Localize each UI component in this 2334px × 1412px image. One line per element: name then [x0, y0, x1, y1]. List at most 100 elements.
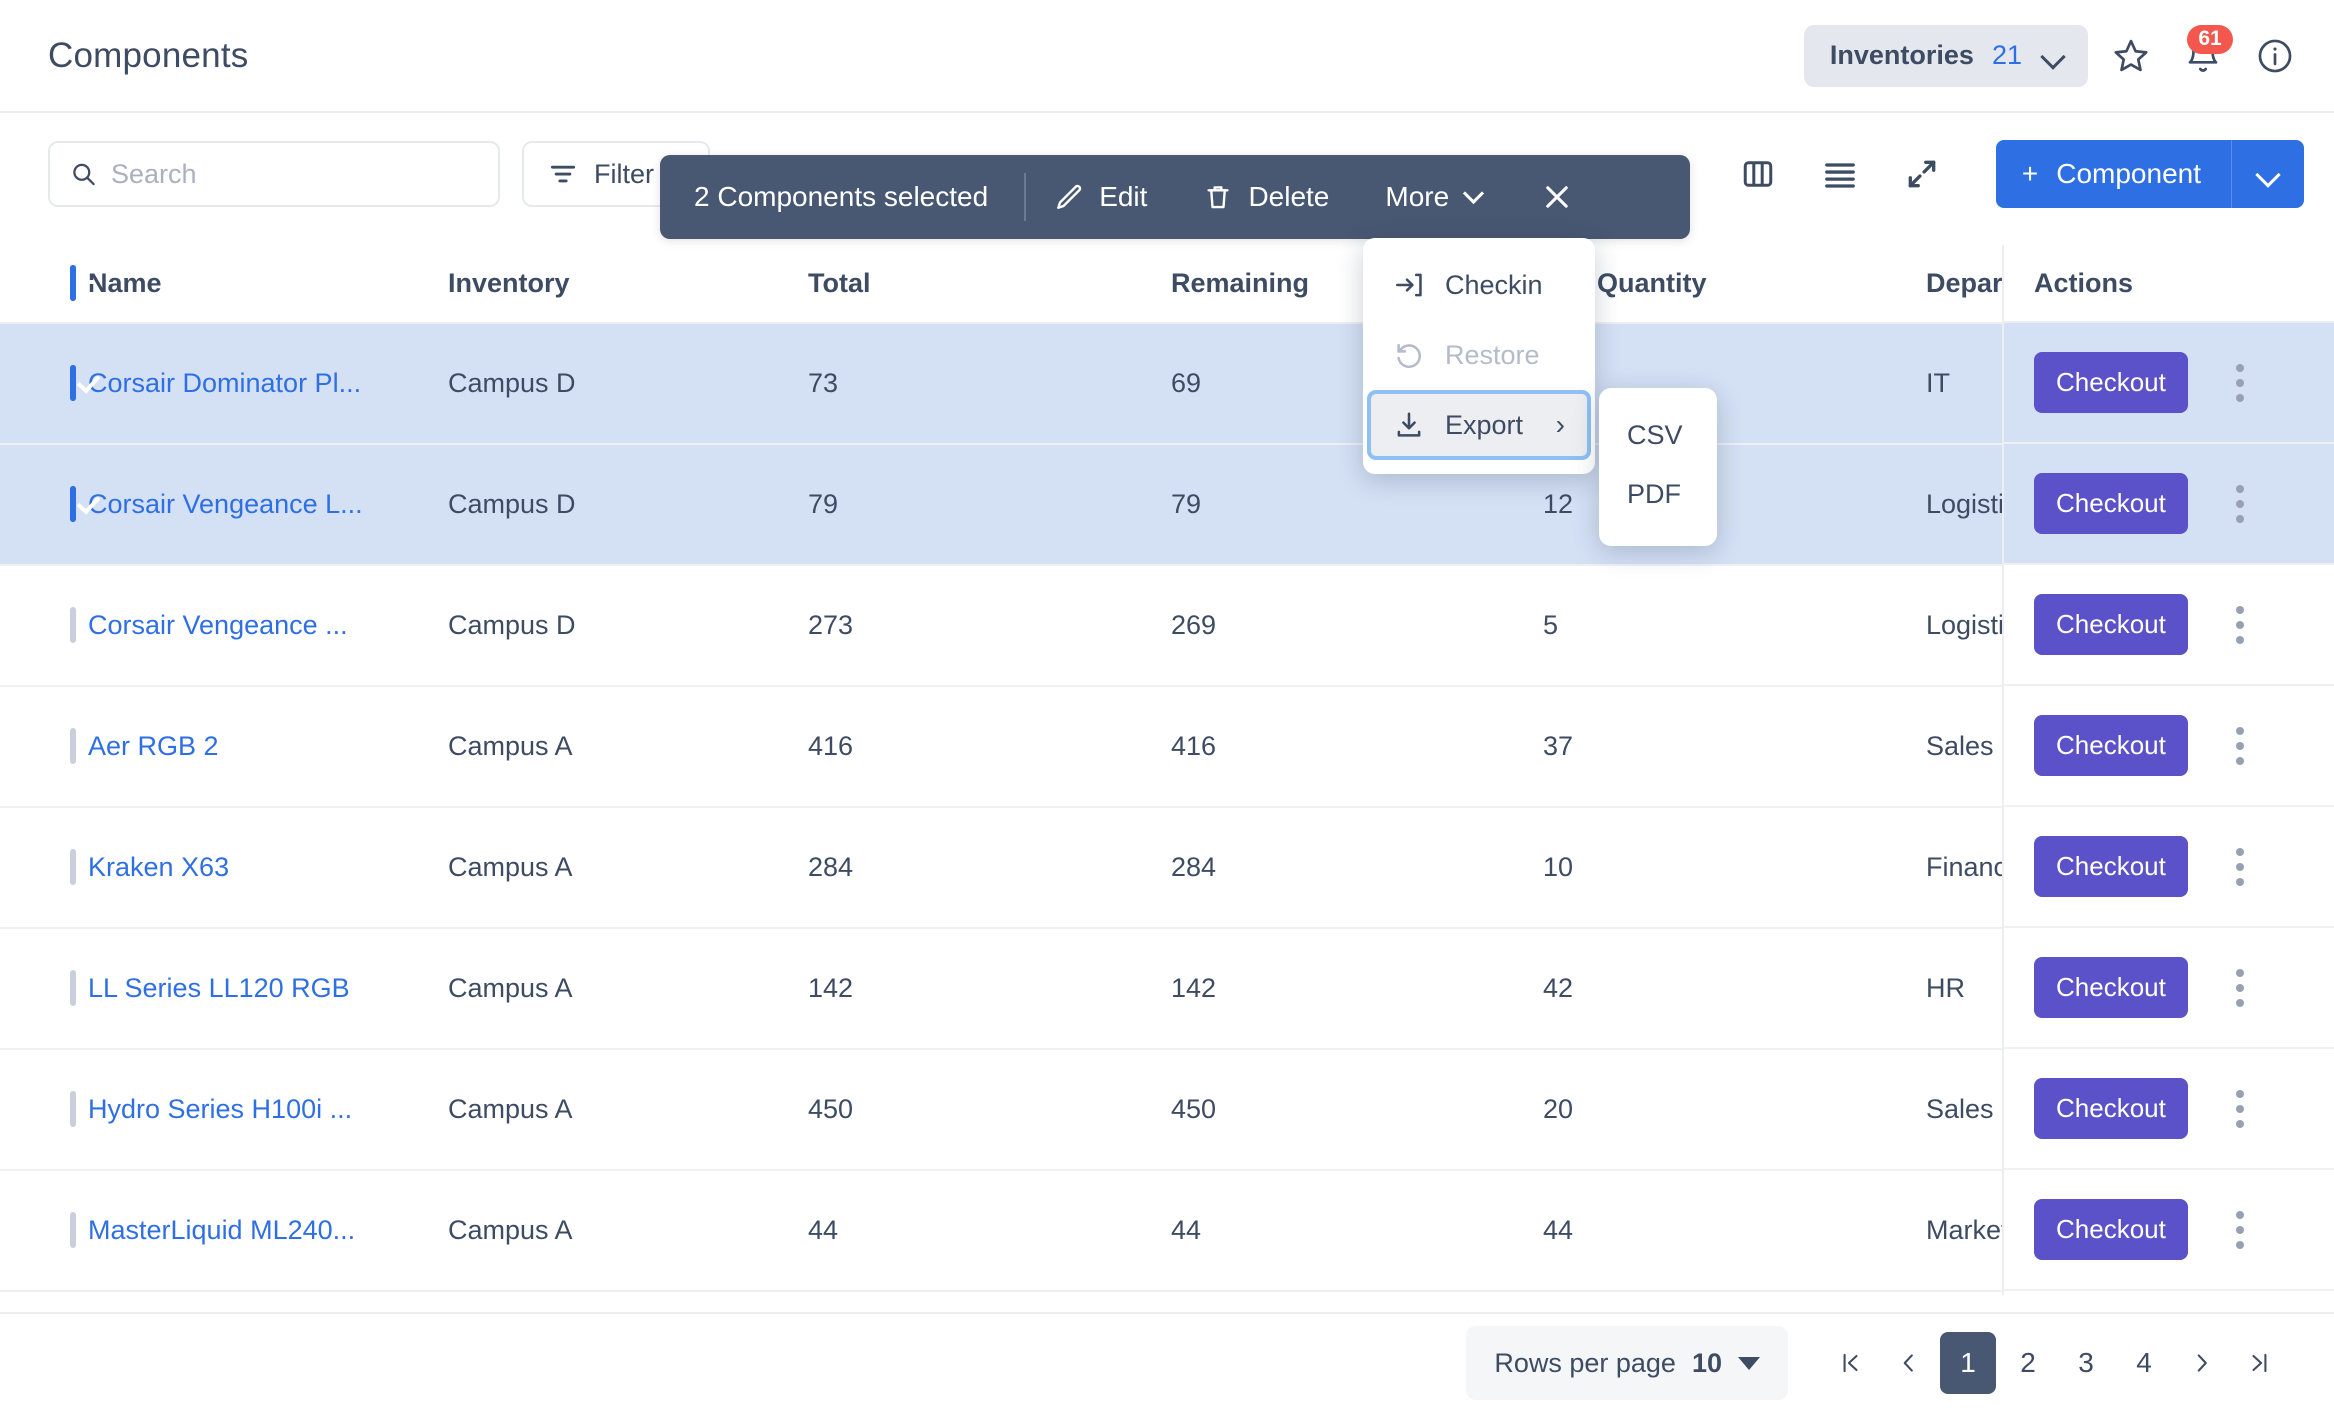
checkout-button[interactable]: Checkout: [2034, 957, 2188, 1018]
kebab-menu-icon[interactable]: [2235, 363, 2244, 402]
column-header-name[interactable]: Name: [88, 245, 448, 324]
component-name-link[interactable]: Corsair Vengeance ...: [88, 610, 348, 640]
cell-inventory: Campus D: [448, 323, 808, 445]
row-select-cell: [0, 323, 88, 445]
checkin-arrow-icon: [1396, 273, 1422, 297]
search-input[interactable]: [110, 158, 478, 190]
kebab-menu-icon[interactable]: [2235, 1089, 2244, 1128]
row-checkbox[interactable]: [70, 486, 76, 522]
kebab-menu-icon[interactable]: [2235, 726, 2244, 765]
component-name-link[interactable]: Aer RGB 2: [88, 731, 219, 761]
table-row[interactable]: Corsair Vengeance L... Campus D 79 79 12 Logi…: [0, 444, 2334, 566]
row-checkbox[interactable]: [70, 1212, 76, 1248]
component-name-link[interactable]: Kraken X63: [88, 852, 230, 882]
search-box[interactable]: [48, 141, 500, 207]
first-page-button[interactable]: [1824, 1332, 1876, 1394]
table-header-row: Name Inventory Total Remaining Min Quant…: [0, 245, 2334, 324]
page-number-button[interactable]: 4: [2136, 1347, 2152, 1378]
menu-item-export[interactable]: Export ›: [1367, 390, 1591, 460]
bulk-delete-button[interactable]: Delete: [1175, 155, 1357, 239]
table-row[interactable]: MasterLiquid ML240... Campus A 44 44 44 Marke…: [0, 1170, 2334, 1292]
checkout-button[interactable]: Checkout: [2034, 715, 2188, 776]
cell-total: 273: [808, 565, 1171, 687]
component-name-link[interactable]: Hydro Series H100i ...: [88, 1094, 353, 1124]
list-density-icon[interactable]: [1814, 148, 1866, 200]
department-value: IT: [1926, 368, 1950, 398]
kebab-menu-icon[interactable]: [2235, 968, 2244, 1007]
component-name-link[interactable]: Corsair Dominator Pl...: [88, 368, 362, 398]
kebab-menu-icon[interactable]: [2235, 1210, 2244, 1249]
table-row[interactable]: LL Series LL120 RGB Campus A 142 142 42 HR: [0, 928, 2334, 1050]
bulk-more-button[interactable]: More: [1357, 155, 1517, 239]
filter-icon: [550, 165, 576, 183]
export-pdf-item[interactable]: PDF: [1627, 479, 1681, 509]
checkout-button[interactable]: Checkout: [2034, 1199, 2188, 1260]
cell-name: Kraken X63: [88, 807, 448, 929]
select-all-checkbox[interactable]: [70, 265, 76, 301]
actions-cell: Checkout: [2004, 323, 2334, 444]
component-name-link[interactable]: MasterLiquid ML240...: [88, 1215, 356, 1245]
add-component-button[interactable]: + Component: [1995, 140, 2232, 208]
table-row[interactable]: Kraken X63 Campus A 284 284 10 Finance: [0, 807, 2334, 929]
page-number-button[interactable]: 1: [1940, 1332, 1996, 1394]
cell-name: LL Series LL120 RGB: [88, 928, 448, 1050]
last-page-button[interactable]: [2234, 1332, 2286, 1394]
inventories-selector[interactable]: Inventories 21: [1803, 24, 2088, 87]
star-icon[interactable]: [2102, 27, 2160, 85]
kebab-menu-icon[interactable]: [2235, 847, 2244, 886]
table-row[interactable]: Corsair Dominator Pl...Campus D736913IT: [0, 323, 2334, 445]
row-select-cell: [0, 1170, 88, 1292]
row-checkbox[interactable]: [70, 849, 76, 885]
component-name-link[interactable]: Corsair Vengeance L...: [88, 489, 363, 519]
row-select-cell: [0, 928, 88, 1050]
checkout-button[interactable]: Checkout: [2034, 1078, 2188, 1139]
export-csv-item[interactable]: CSV: [1627, 420, 1683, 450]
cell-total: 44: [808, 1170, 1171, 1292]
inventories-label: Inventories: [1829, 40, 1974, 70]
next-page-button[interactable]: [2176, 1332, 2228, 1394]
checkout-button[interactable]: Checkout: [2034, 473, 2188, 534]
column-header-total[interactable]: Total: [808, 245, 1171, 324]
cell-min-quantity: 37: [1543, 686, 1926, 808]
checkout-button[interactable]: Checkout: [2034, 352, 2188, 413]
export-submenu: CSV PDF: [1599, 388, 1717, 546]
column-header-min-quantity[interactable]: Min Quantity: [1543, 245, 1926, 324]
row-checkbox[interactable]: [70, 728, 76, 764]
component-name-link[interactable]: LL Series LL120 RGB: [88, 973, 350, 1003]
cell-name: Corsair Vengeance L...: [88, 444, 448, 566]
cell-total: 284: [808, 807, 1171, 929]
checkout-button[interactable]: Checkout: [2034, 836, 2188, 897]
page-number-button[interactable]: 2: [2020, 1347, 2036, 1378]
add-component-caret-button[interactable]: [2232, 140, 2304, 208]
row-checkbox[interactable]: [70, 365, 76, 401]
row-checkbox[interactable]: [70, 970, 76, 1006]
notifications-button[interactable]: 61: [2174, 24, 2233, 85]
actions-cell: Checkout: [2004, 1170, 2334, 1291]
cell-remaining: 269: [1171, 565, 1543, 687]
row-checkbox[interactable]: [70, 607, 76, 643]
table-row[interactable]: Corsair Vengeance ... Campus D 273 269 5 Logi…: [0, 565, 2334, 687]
trash-icon: [1207, 186, 1229, 209]
column-header-inventory[interactable]: Inventory: [448, 245, 808, 324]
expand-icon[interactable]: [1896, 148, 1948, 200]
prev-page-button[interactable]: [1882, 1332, 1934, 1394]
actions-rows: Checkout Checkout Checkout Checkout Checkout…: [2004, 323, 2334, 1291]
bulk-edit-button[interactable]: Edit: [1026, 155, 1175, 239]
plus-icon: +: [2021, 158, 2039, 189]
menu-item-checkin[interactable]: Checkin: [1371, 250, 1587, 320]
rows-per-page-selector[interactable]: Rows per page 10: [1466, 1326, 1788, 1400]
info-circle-icon[interactable]: [2246, 27, 2304, 85]
table-row[interactable]: Hydro Series H100i ... Campus A 450 450 20 Sa…: [0, 1049, 2334, 1171]
kebab-menu-icon[interactable]: [2235, 484, 2244, 523]
row-checkbox[interactable]: [70, 1091, 76, 1127]
page-number-button[interactable]: 3: [2078, 1347, 2094, 1378]
close-selection-button[interactable]: [1517, 155, 1597, 239]
cell-total: 79: [808, 444, 1171, 566]
row-select-cell: [0, 565, 88, 687]
columns-icon[interactable]: [1732, 148, 1784, 200]
kebab-menu-icon[interactable]: [2235, 605, 2244, 644]
table-row[interactable]: Aer RGB 2 Campus A 416 416 37 Sales: [0, 686, 2334, 808]
checkout-button[interactable]: Checkout: [2034, 594, 2188, 655]
cell-remaining: 284: [1171, 807, 1543, 929]
